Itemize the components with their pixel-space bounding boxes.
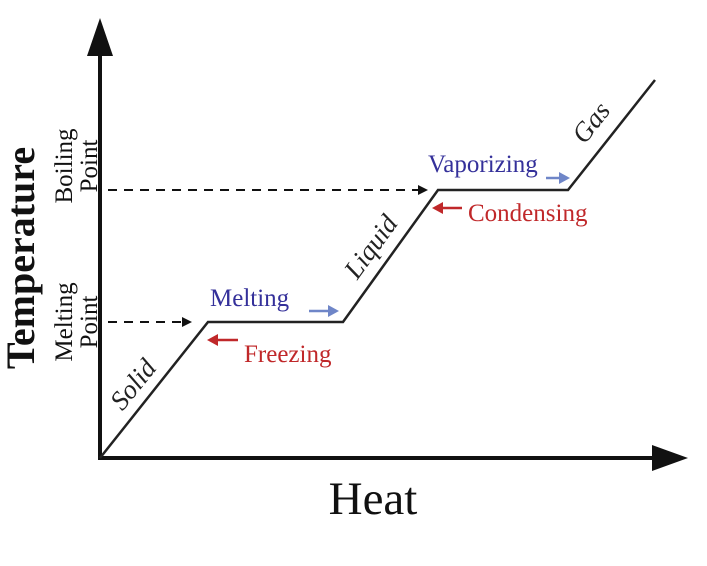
boiling-point-label-line1: Boiling — [51, 128, 78, 204]
x-axis — [98, 445, 688, 471]
heating-curve-line — [99, 79, 656, 459]
freezing-arrow-icon — [207, 334, 238, 346]
process-label-vaporizing: Vaporizing — [428, 151, 538, 178]
x-axis-label: Heat — [329, 473, 418, 525]
vaporizing-arrow-icon — [546, 172, 570, 184]
melting-point-label-line2: Point — [76, 296, 103, 349]
condensing-arrow-icon — [432, 202, 462, 214]
y-axis-arrowhead-icon — [87, 18, 113, 56]
phase-label-liquid: Liquid — [337, 209, 404, 285]
y-axis — [87, 18, 113, 458]
x-axis-arrowhead-icon — [652, 445, 688, 471]
process-label-melting: Melting — [210, 285, 290, 312]
phase-label-solid: Solid — [104, 353, 163, 415]
boiling-point-label-line2: Point — [76, 140, 103, 193]
process-label-condensing: Condensing — [468, 200, 588, 227]
y-axis-label: Temperature — [0, 147, 43, 369]
melting-arrow-icon — [309, 305, 339, 317]
phase-label-gas: Gas — [566, 96, 616, 149]
melting-point-label-line1: Melting — [51, 282, 78, 362]
process-label-freezing: Freezing — [244, 341, 332, 368]
